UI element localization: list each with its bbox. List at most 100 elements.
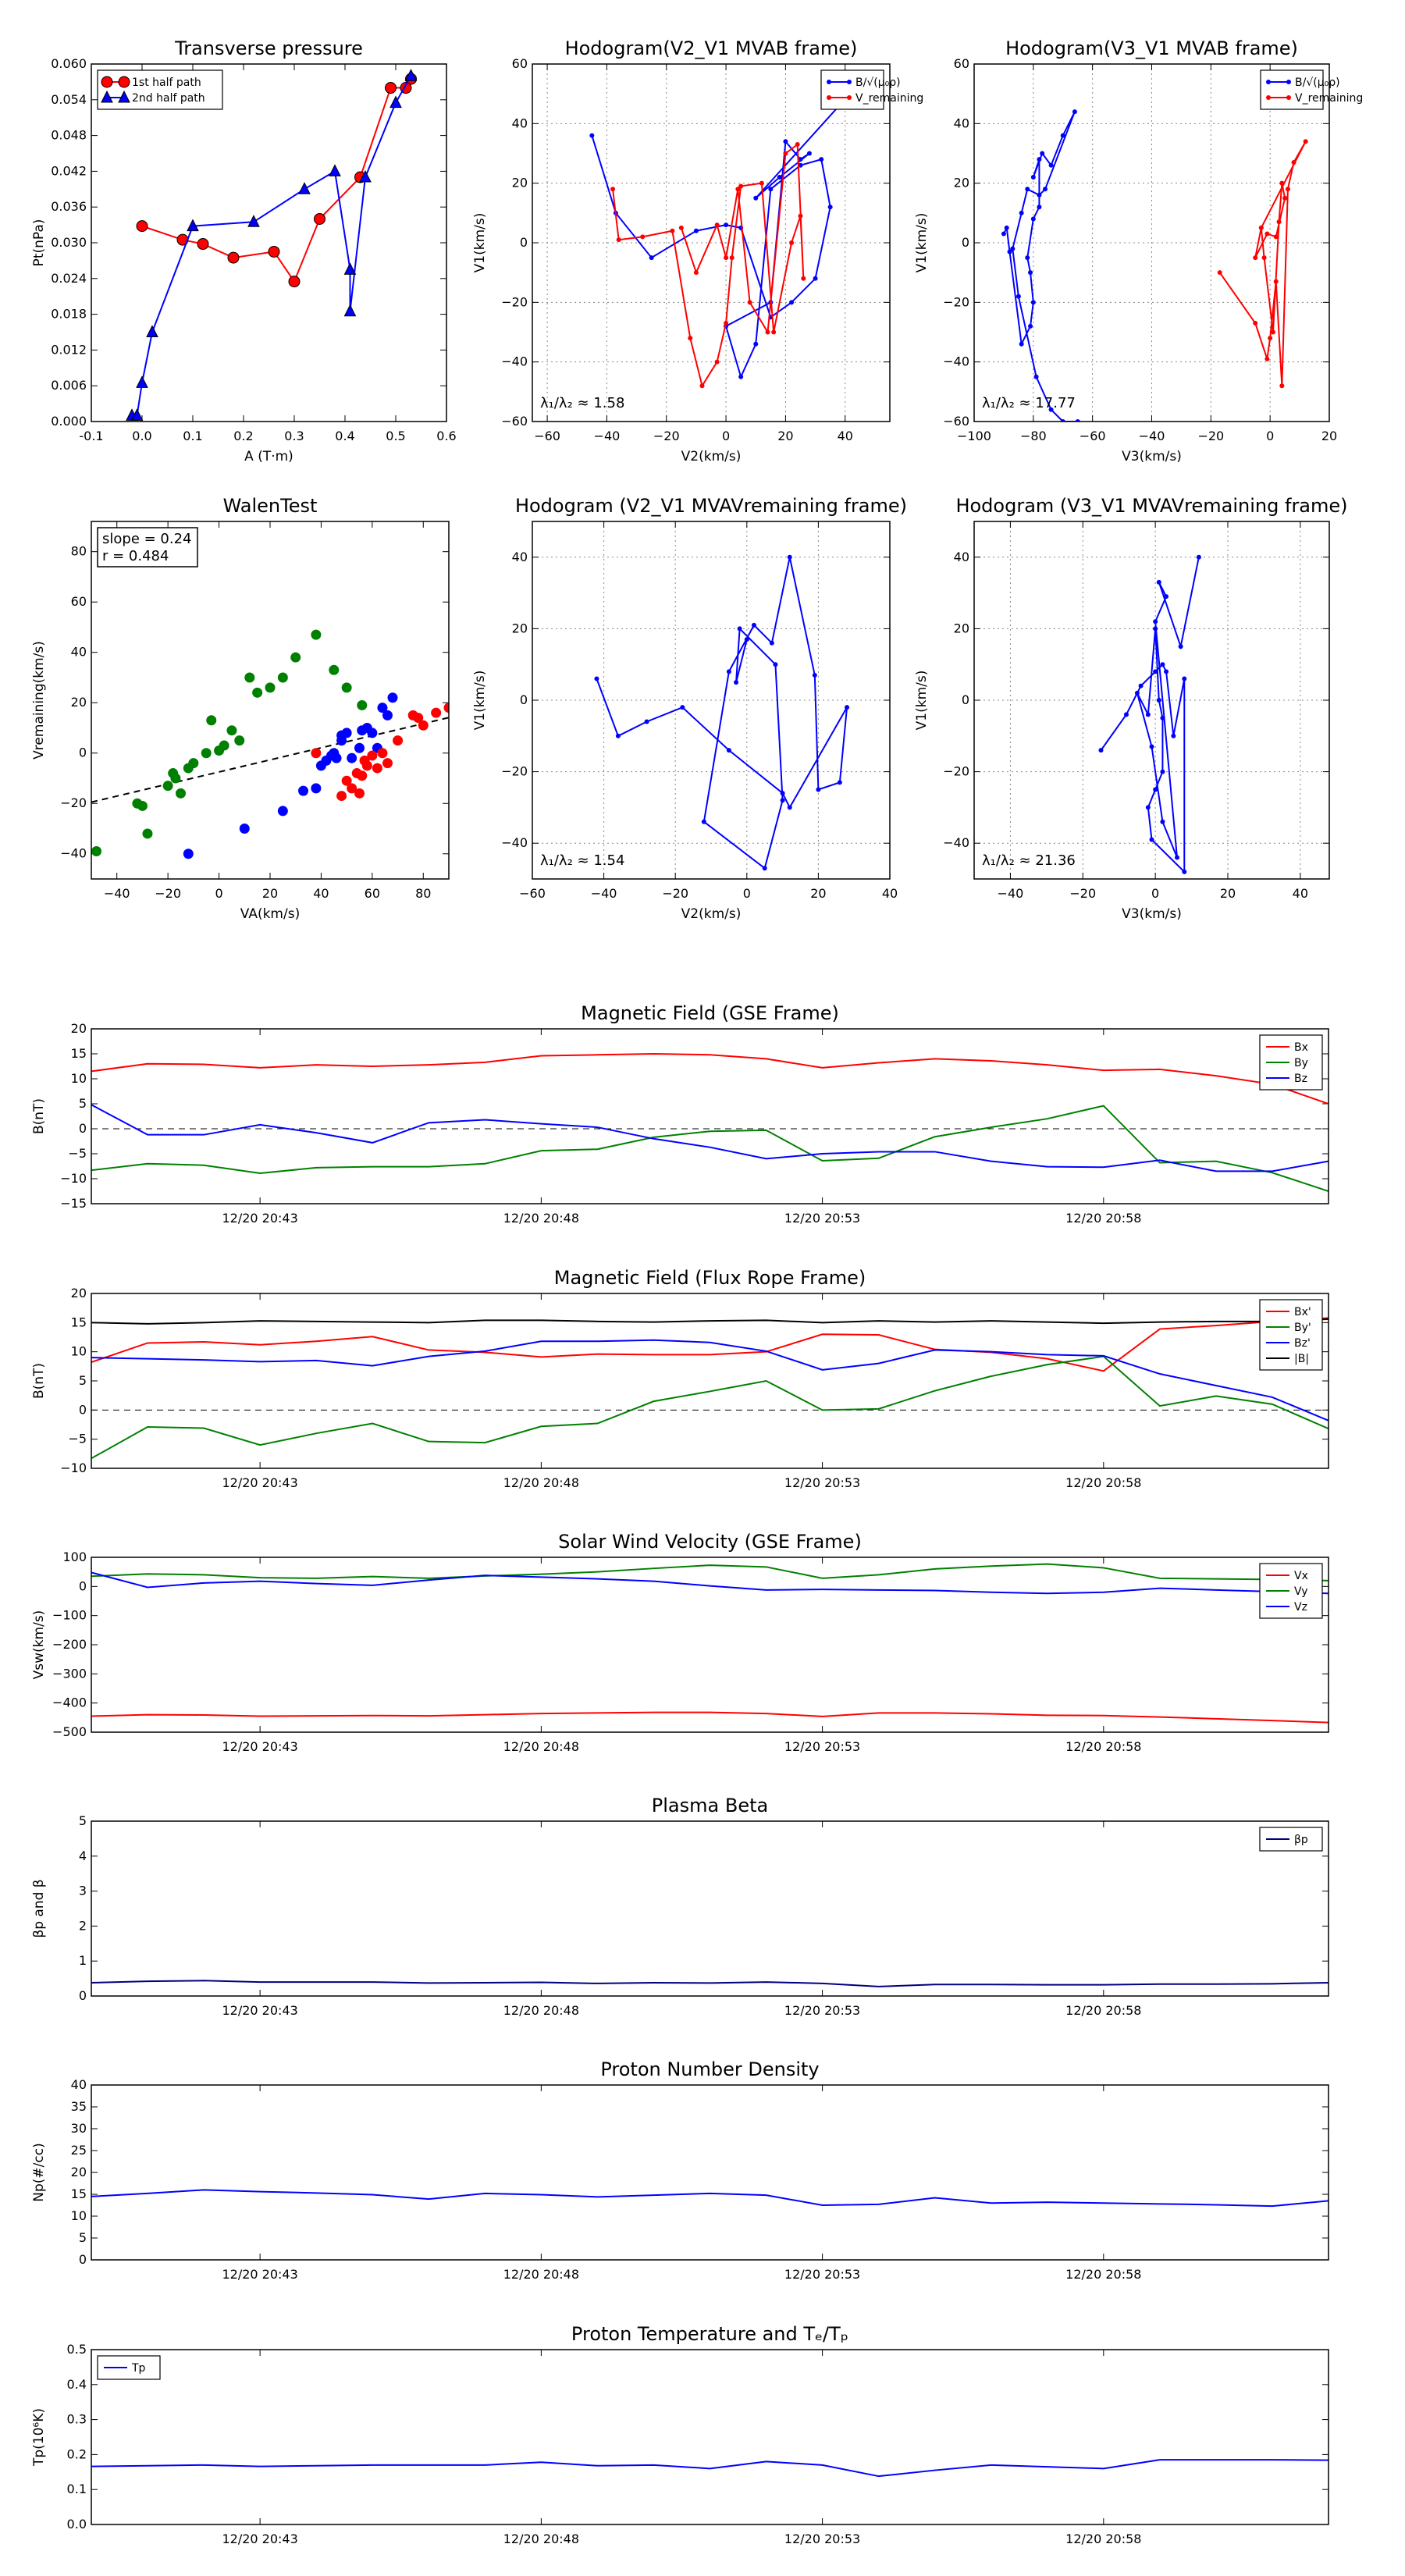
plot-area [589, 103, 842, 389]
data-point [382, 758, 393, 769]
data-point [1124, 712, 1129, 717]
data-point [1164, 594, 1169, 600]
data-point [640, 234, 646, 240]
data-point [1007, 249, 1012, 254]
data-point [357, 699, 368, 710]
chart-hodo1: Hodogram(V2_V1 MVAB frame) −60 −40 −20 0 20 40… [472, 37, 923, 464]
y-axis-label: Tp(10⁶K) [31, 2408, 47, 2467]
legend-marker [1286, 80, 1291, 84]
x-axis-label: VA(km/s) [240, 906, 300, 922]
legend-marker [118, 90, 130, 103]
data-point [244, 672, 255, 683]
series-line [596, 557, 848, 870]
data-point [142, 828, 153, 839]
data-point [747, 300, 752, 305]
data-point [1149, 744, 1154, 749]
x-tick-label: −20 [1197, 429, 1224, 443]
chart-tp2: Proton Temperature and Tₑ/Tₚ 12/20 20:43 1… [31, 2323, 1329, 2546]
y-tick-label: 20 [71, 1286, 87, 1300]
data-point [357, 770, 368, 781]
legend-marker [827, 80, 831, 84]
data-point [1175, 855, 1179, 860]
data-point [1072, 109, 1077, 115]
y-tick-label: −60 [501, 414, 528, 429]
x-tick-label: −80 [1020, 429, 1047, 443]
data-point [1060, 133, 1065, 138]
y-tick-label: 0 [520, 692, 528, 707]
data-point [387, 692, 398, 703]
x-tick-label: −40 [104, 886, 130, 901]
eigen-ratio-label: λ₁/λ₂ ≈ 21.36 [982, 852, 1076, 869]
plot-area [91, 2459, 1329, 2478]
data-point [714, 359, 720, 365]
y-tick-label: 0.000 [51, 414, 87, 429]
x-tick-label: 12/20 20:53 [784, 2532, 860, 2546]
data-point [377, 748, 388, 759]
x-tick-label: 0 [1266, 429, 1274, 443]
stats-line: r = 0.484 [102, 548, 169, 564]
data-point [1028, 323, 1033, 329]
y-tick-label: 2 [79, 1918, 87, 1933]
x-axis-label: V2(km/s) [681, 906, 742, 922]
y-tick-label: 20 [71, 1021, 87, 1036]
data-point [343, 304, 357, 317]
x-tick-label: 0.0 [132, 429, 151, 443]
x-tick-label: 60 [365, 886, 380, 901]
chart-vsw: Solar Wind Velocity (GSE Frame) 12/20 20:… [31, 1531, 1329, 1754]
x-tick-label: 12/20 20:43 [222, 1475, 297, 1490]
data-point [783, 139, 788, 144]
y-tick-label: 40 [512, 116, 528, 130]
plot-area [1001, 109, 1308, 422]
data-point [1182, 676, 1187, 681]
y-tick-label: 0 [79, 2252, 87, 2267]
data-point [277, 672, 288, 683]
legend-marker [847, 80, 852, 84]
legend-marker [1266, 80, 1271, 84]
data-point [343, 262, 357, 275]
data-point [729, 255, 735, 261]
y-axis-label: B(nT) [31, 1098, 47, 1134]
data-point [787, 554, 792, 560]
data-point [1279, 180, 1285, 186]
data-point [1033, 374, 1039, 379]
y-axis-label: Pt(nPa) [31, 219, 47, 267]
x-tick-label: 0.6 [436, 429, 456, 443]
x-tick-label: 12/20 20:58 [1065, 1475, 1141, 1490]
data-point [1149, 837, 1154, 842]
data-point [1153, 669, 1158, 674]
chart-title: Proton Temperature and Tₑ/Tₚ [571, 2323, 848, 2345]
data-point [1270, 329, 1275, 335]
legend-label: Bx [1294, 1041, 1308, 1054]
legend-marker [101, 76, 113, 88]
y-axis-label: Vremaining(km/s) [31, 641, 47, 760]
x-tick-label: −40 [998, 886, 1024, 901]
x-tick-label: 12/20 20:43 [222, 1211, 297, 1226]
y-tick-label: 0.054 [51, 92, 87, 107]
y-tick-label: 40 [954, 116, 969, 130]
data-point [137, 800, 148, 811]
y-tick-label: 0.5 [67, 2342, 87, 2357]
x-tick-label: 40 [882, 886, 898, 901]
plot-frame [91, 1820, 1329, 1997]
legend-label: V_remaining [1295, 92, 1363, 105]
x-tick-label: 12/20 20:43 [222, 1739, 297, 1754]
y-tick-label: 10 [71, 1344, 87, 1359]
y-tick-label: −10 [60, 1461, 87, 1475]
x-tick-label: 0 [215, 886, 222, 901]
y-tick-label: 0.006 [51, 378, 87, 393]
x-tick-label: 12/20 20:43 [222, 2532, 297, 2546]
x-tick-label: 20 [810, 886, 826, 901]
data-point [1160, 819, 1165, 824]
data-point [288, 276, 301, 288]
data-point [393, 735, 404, 746]
chart-hodo3: Hodogram (V2_V1 MVAVremaining frame) −60 −… [472, 495, 907, 922]
data-point [724, 222, 729, 228]
data-point [206, 715, 217, 726]
y-tick-label: 0.042 [51, 163, 87, 178]
x-axis-label: V3(km/s) [1122, 449, 1182, 464]
data-point [314, 212, 325, 225]
y-tick-label: 5 [79, 1096, 87, 1111]
series-line [1218, 141, 1307, 386]
legend: 1st half path 2nd half path [97, 69, 223, 110]
legend-label: Tp [131, 2362, 146, 2375]
